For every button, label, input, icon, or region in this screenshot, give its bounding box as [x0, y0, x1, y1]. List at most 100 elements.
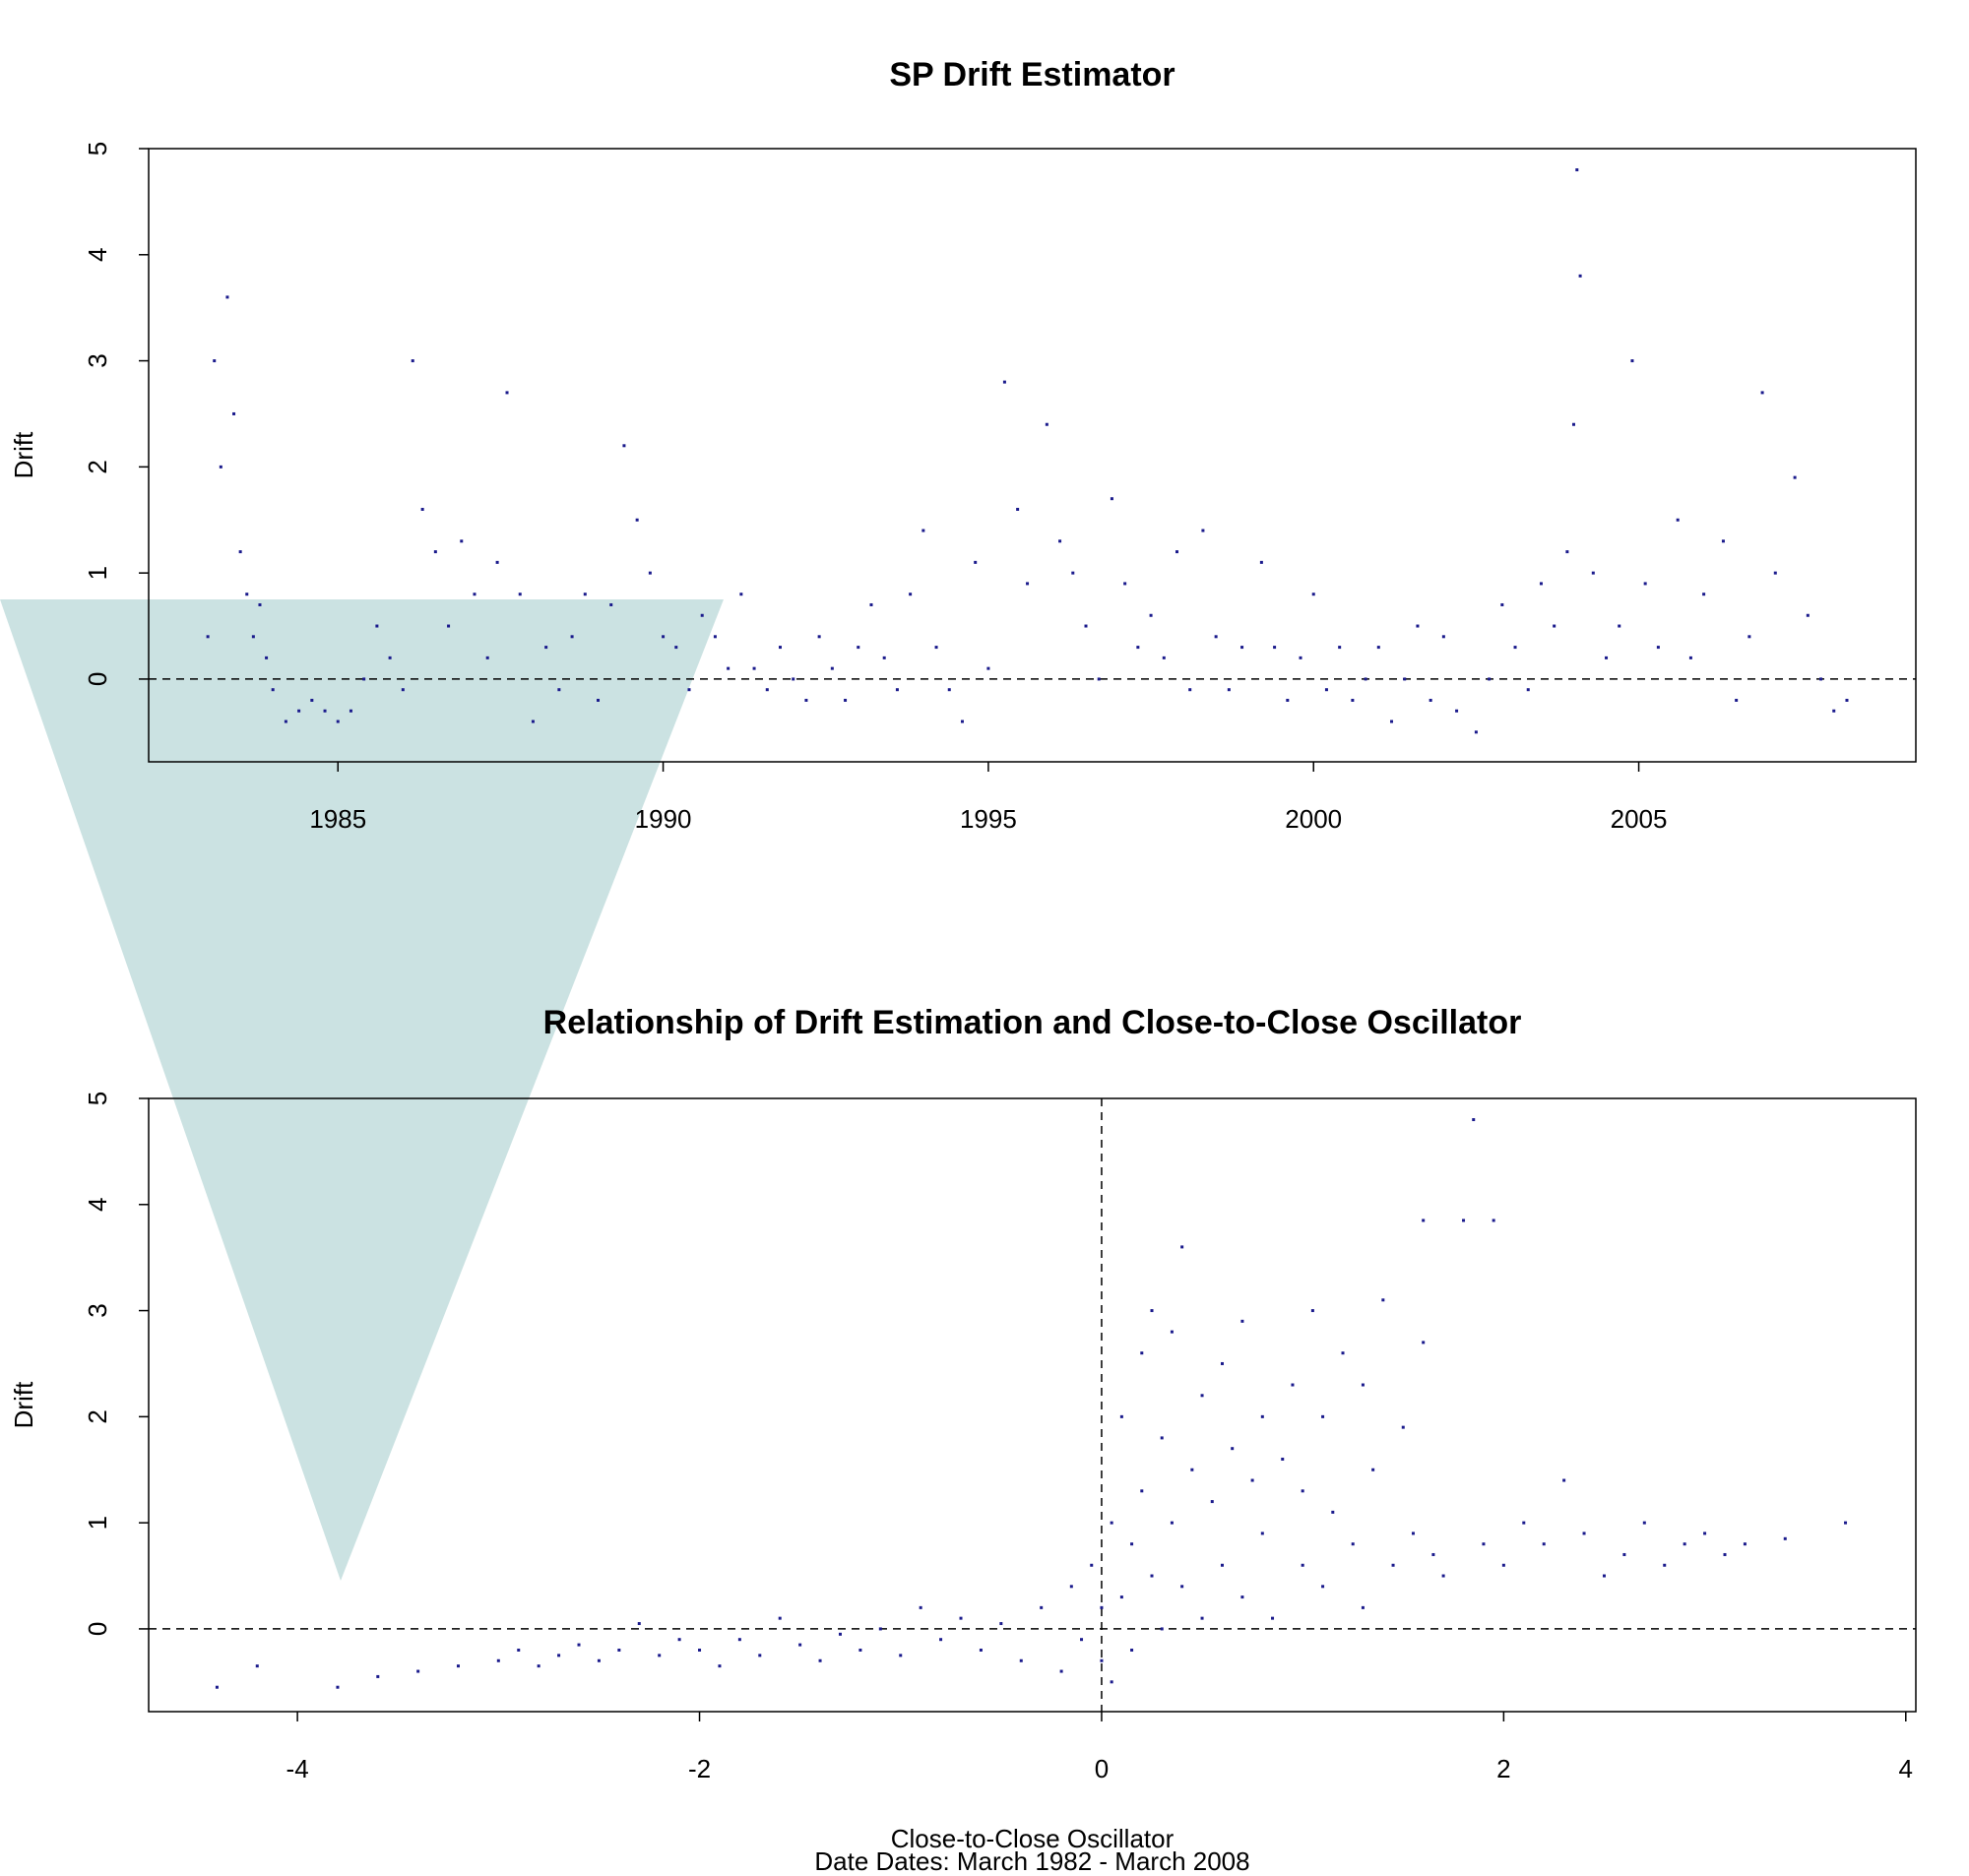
point	[939, 1638, 943, 1642]
point	[1160, 1436, 1164, 1440]
point	[1429, 698, 1432, 702]
point	[737, 1638, 741, 1642]
point	[1170, 1521, 1174, 1525]
point	[597, 1658, 601, 1662]
point	[1656, 646, 1660, 650]
point	[635, 518, 639, 522]
point	[617, 1648, 621, 1652]
point	[1130, 1542, 1134, 1546]
point	[838, 1632, 842, 1636]
point	[999, 1622, 1003, 1626]
plot-frame	[148, 148, 1917, 763]
point	[1214, 635, 1218, 639]
point	[1721, 539, 1725, 543]
point	[1371, 1468, 1375, 1471]
point	[517, 1648, 521, 1652]
point	[1806, 613, 1810, 617]
y-tick-label: 1	[83, 1516, 112, 1530]
point	[1180, 1245, 1184, 1249]
point	[947, 688, 951, 692]
point	[1605, 656, 1609, 659]
point	[1100, 1605, 1104, 1609]
y-tick-label: 4	[83, 248, 112, 262]
point	[844, 698, 848, 702]
point	[804, 698, 808, 702]
point	[1676, 518, 1680, 522]
point	[1542, 1542, 1546, 1546]
point	[1162, 656, 1166, 659]
point	[1844, 1521, 1848, 1525]
point	[1149, 613, 1153, 617]
point	[830, 666, 834, 670]
plot-frame	[148, 1097, 1917, 1713]
point	[899, 1654, 903, 1657]
point	[1119, 1595, 1123, 1599]
point	[1431, 1552, 1435, 1556]
point	[215, 1685, 219, 1689]
point	[473, 593, 476, 596]
point	[284, 719, 287, 723]
point	[1150, 1574, 1154, 1578]
point	[1231, 1447, 1235, 1451]
point	[1190, 1468, 1194, 1471]
point	[727, 666, 730, 670]
point	[1090, 1563, 1094, 1567]
point	[1501, 1563, 1505, 1567]
point	[1411, 1532, 1415, 1535]
point	[1273, 646, 1277, 650]
point	[921, 529, 925, 532]
point	[557, 1654, 561, 1657]
point	[1071, 571, 1075, 575]
point	[1110, 1680, 1113, 1684]
point	[1747, 635, 1751, 639]
point	[817, 635, 821, 639]
point	[882, 656, 886, 659]
point	[577, 1643, 581, 1647]
point	[1622, 1552, 1626, 1556]
point	[1351, 1542, 1355, 1546]
point	[1045, 422, 1048, 426]
point	[1455, 709, 1459, 713]
point	[1299, 656, 1302, 659]
y-tick-label: 2	[83, 1409, 112, 1423]
point	[1743, 1542, 1747, 1546]
point	[1301, 1489, 1304, 1493]
point	[1301, 1563, 1304, 1567]
point	[1084, 624, 1088, 628]
watermark	[0, 599, 724, 1581]
point	[1170, 1330, 1174, 1334]
point	[1240, 646, 1244, 650]
point	[219, 465, 222, 469]
x-tick-label: 1990	[635, 804, 692, 834]
point	[1281, 1457, 1285, 1461]
point	[662, 635, 666, 639]
point	[1240, 1319, 1244, 1323]
point	[362, 677, 366, 681]
point	[909, 593, 913, 596]
point	[1688, 656, 1692, 659]
point	[251, 635, 255, 639]
point	[375, 624, 379, 628]
point	[1553, 624, 1556, 628]
point	[1571, 422, 1575, 426]
point	[1416, 624, 1420, 628]
point	[974, 560, 978, 564]
x-tick-label: -4	[286, 1754, 309, 1783]
point	[1783, 1536, 1787, 1540]
point	[687, 688, 691, 692]
point	[1513, 646, 1517, 650]
point	[1482, 1542, 1486, 1546]
x-tick-label: 1985	[309, 804, 366, 834]
point	[986, 666, 990, 670]
point	[1123, 582, 1127, 586]
point	[1441, 635, 1445, 639]
point	[1110, 497, 1113, 501]
point	[456, 1664, 460, 1668]
point	[1227, 688, 1231, 692]
point	[1565, 550, 1569, 554]
point	[1220, 1361, 1224, 1365]
point	[1422, 1341, 1426, 1344]
y-axis-label: Drift	[9, 431, 38, 478]
point	[1100, 1658, 1104, 1662]
